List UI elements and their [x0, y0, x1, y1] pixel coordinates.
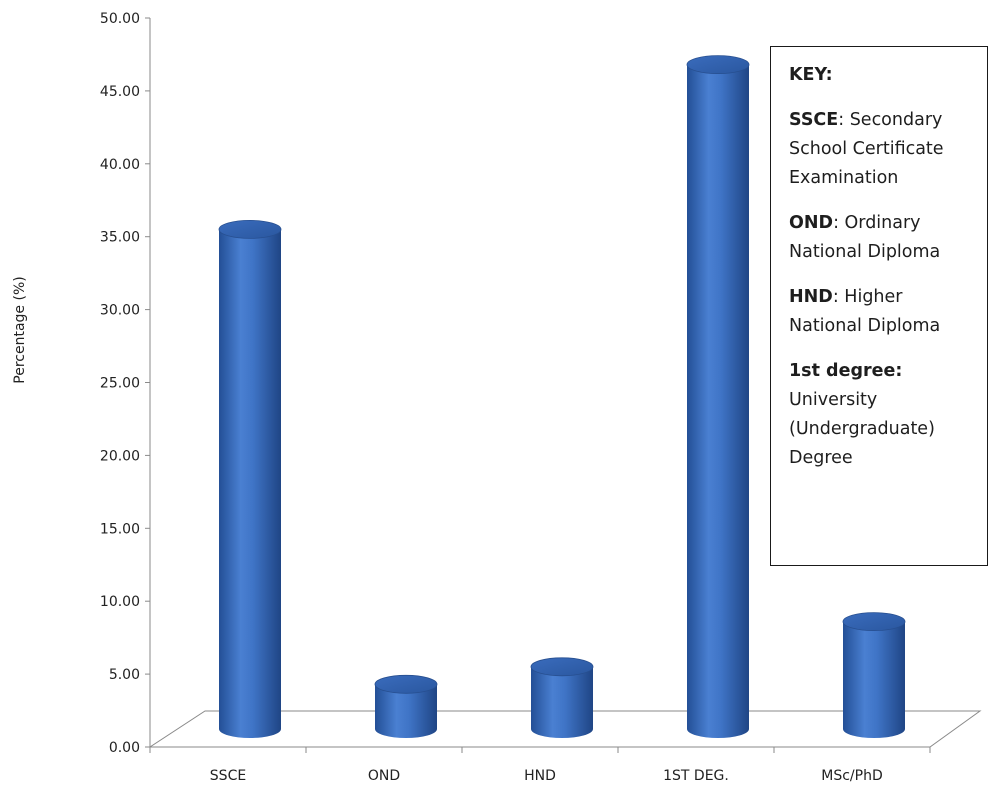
- key-entry-abbr: OND: [789, 213, 834, 233]
- y-axis-title: Percentage (%): [12, 276, 28, 383]
- y-tick-label: 10.00: [100, 594, 140, 610]
- key-entry-sep: :: [838, 110, 850, 130]
- bar-body: [531, 666, 593, 738]
- x-category-label: 1ST DEG.: [663, 768, 729, 784]
- y-tick-label: 15.00: [100, 521, 140, 537]
- y-tick-label: 45.00: [100, 84, 140, 100]
- key-entry-text: Higher National Diploma: [789, 287, 941, 336]
- bar: [530, 657, 594, 738]
- x-category-label: MSc/PhD: [821, 768, 882, 784]
- key-entry-sep: :: [832, 287, 845, 307]
- bar-cap: [218, 220, 282, 239]
- bar-cap: [374, 674, 438, 694]
- bar: [686, 55, 750, 738]
- y-tick-label: 5.00: [109, 667, 140, 683]
- bars-layer: [218, 55, 906, 738]
- key-entry-first-degree: 1st degree: University (Undergraduate) D…: [789, 357, 973, 473]
- key-legend-box: KEY: SSCE: Secondary School Certificate …: [770, 46, 988, 566]
- y-tick-label: 25.00: [100, 376, 140, 392]
- key-entry-abbr: 1st degree:: [789, 361, 903, 381]
- bar-cap: [686, 55, 750, 75]
- x-category-label: SSCE: [210, 768, 246, 784]
- key-entry-text: Ordinary National Diploma: [789, 213, 941, 262]
- x-category-label: OND: [368, 768, 400, 784]
- y-tick-label: 0.00: [109, 740, 140, 756]
- bar-cap: [530, 657, 594, 677]
- bar: [842, 612, 906, 738]
- key-title: KEY:: [789, 65, 833, 85]
- key-entry-abbr: SSCE: [789, 110, 839, 130]
- bar-body: [219, 229, 281, 738]
- y-tick-label: 30.00: [100, 303, 140, 319]
- key-entry-hnd: HND: Higher National Diploma: [789, 283, 973, 341]
- bar: [374, 674, 438, 738]
- axes-layer: 0.00 5.00 10.00 15.00 20.00 25.00 30.00 35.00 40…: [100, 11, 931, 784]
- bar-body: [375, 684, 437, 738]
- y-tick-label: 20.00: [100, 448, 140, 464]
- key-entry-ond: OND: Ordinary National Diploma: [789, 209, 973, 267]
- key-entry-sep: :: [833, 213, 845, 233]
- key-entry-text: University (Undergraduate) Degree: [789, 390, 935, 468]
- y-tick-label: 40.00: [100, 157, 140, 173]
- bar-body: [843, 621, 905, 738]
- bar-cap: [842, 612, 906, 632]
- bar-body: [687, 64, 749, 738]
- bar: [218, 220, 282, 738]
- key-entry-text: Secondary School Certificate Examination: [789, 110, 944, 188]
- key-entry-ssce: SSCE: Secondary School Certificate Exami…: [789, 106, 973, 193]
- x-category-label: HND: [524, 768, 556, 784]
- y-tick-label: 50.00: [100, 11, 140, 27]
- key-entry-abbr: HND: [789, 287, 833, 307]
- y-tick-label: 35.00: [100, 230, 140, 246]
